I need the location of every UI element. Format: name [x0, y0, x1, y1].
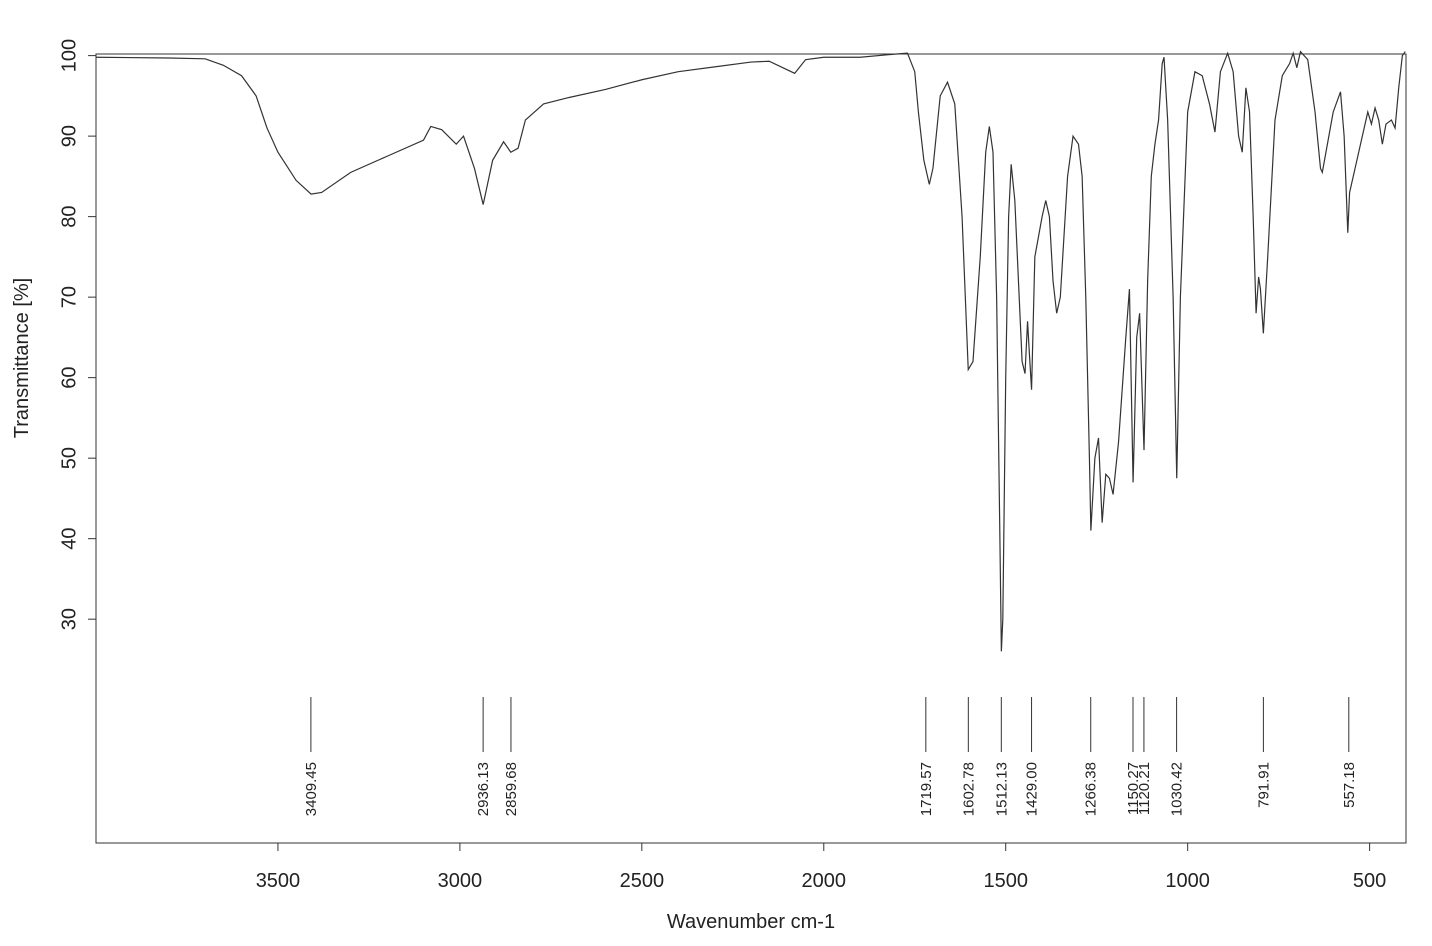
y-tick-label: 60	[58, 367, 80, 389]
y-axis-title: Transmittance [%]	[11, 278, 33, 438]
x-tick-label: 1000	[1165, 870, 1210, 892]
peak-label: 1266.38	[1083, 762, 1100, 816]
x-tick-label: 1500	[983, 870, 1028, 892]
peak-label: 3409.45	[303, 762, 320, 816]
peak-label: 1719.57	[918, 762, 935, 816]
y-tick-label: 40	[58, 528, 80, 550]
y-tick-label: 80	[58, 206, 80, 228]
peak-label: 2936.13	[475, 762, 492, 816]
peak-label: 1602.78	[960, 762, 977, 816]
x-axis-title: Wavenumber cm-1	[667, 911, 835, 933]
y-tick-label: 50	[58, 447, 80, 469]
peak-label: 791.91	[1255, 762, 1272, 808]
x-tick-label: 3500	[256, 870, 301, 892]
y-tick-label: 70	[58, 286, 80, 308]
x-tick-label: 3000	[438, 870, 483, 892]
x-tick-label: 2500	[620, 870, 665, 892]
peak-label: 557.18	[1341, 762, 1358, 808]
spectrum-line	[95, 50, 1406, 652]
x-tick-label: 500	[1353, 870, 1386, 892]
peak-label: 1030.42	[1169, 762, 1186, 816]
peak-label: 1429.00	[1024, 762, 1041, 816]
y-tick-label: 100	[58, 39, 80, 72]
plot-frame	[95, 53, 1407, 844]
y-tick-label: 90	[58, 125, 80, 147]
peak-label: 2859.68	[503, 762, 520, 816]
peak-label: 1120.21	[1136, 762, 1153, 815]
peak-label: 1512.13	[993, 762, 1010, 816]
y-tick-label: 30	[58, 608, 80, 630]
peak-label: 1150.27	[1125, 762, 1142, 815]
x-tick-label: 2000	[802, 870, 847, 892]
